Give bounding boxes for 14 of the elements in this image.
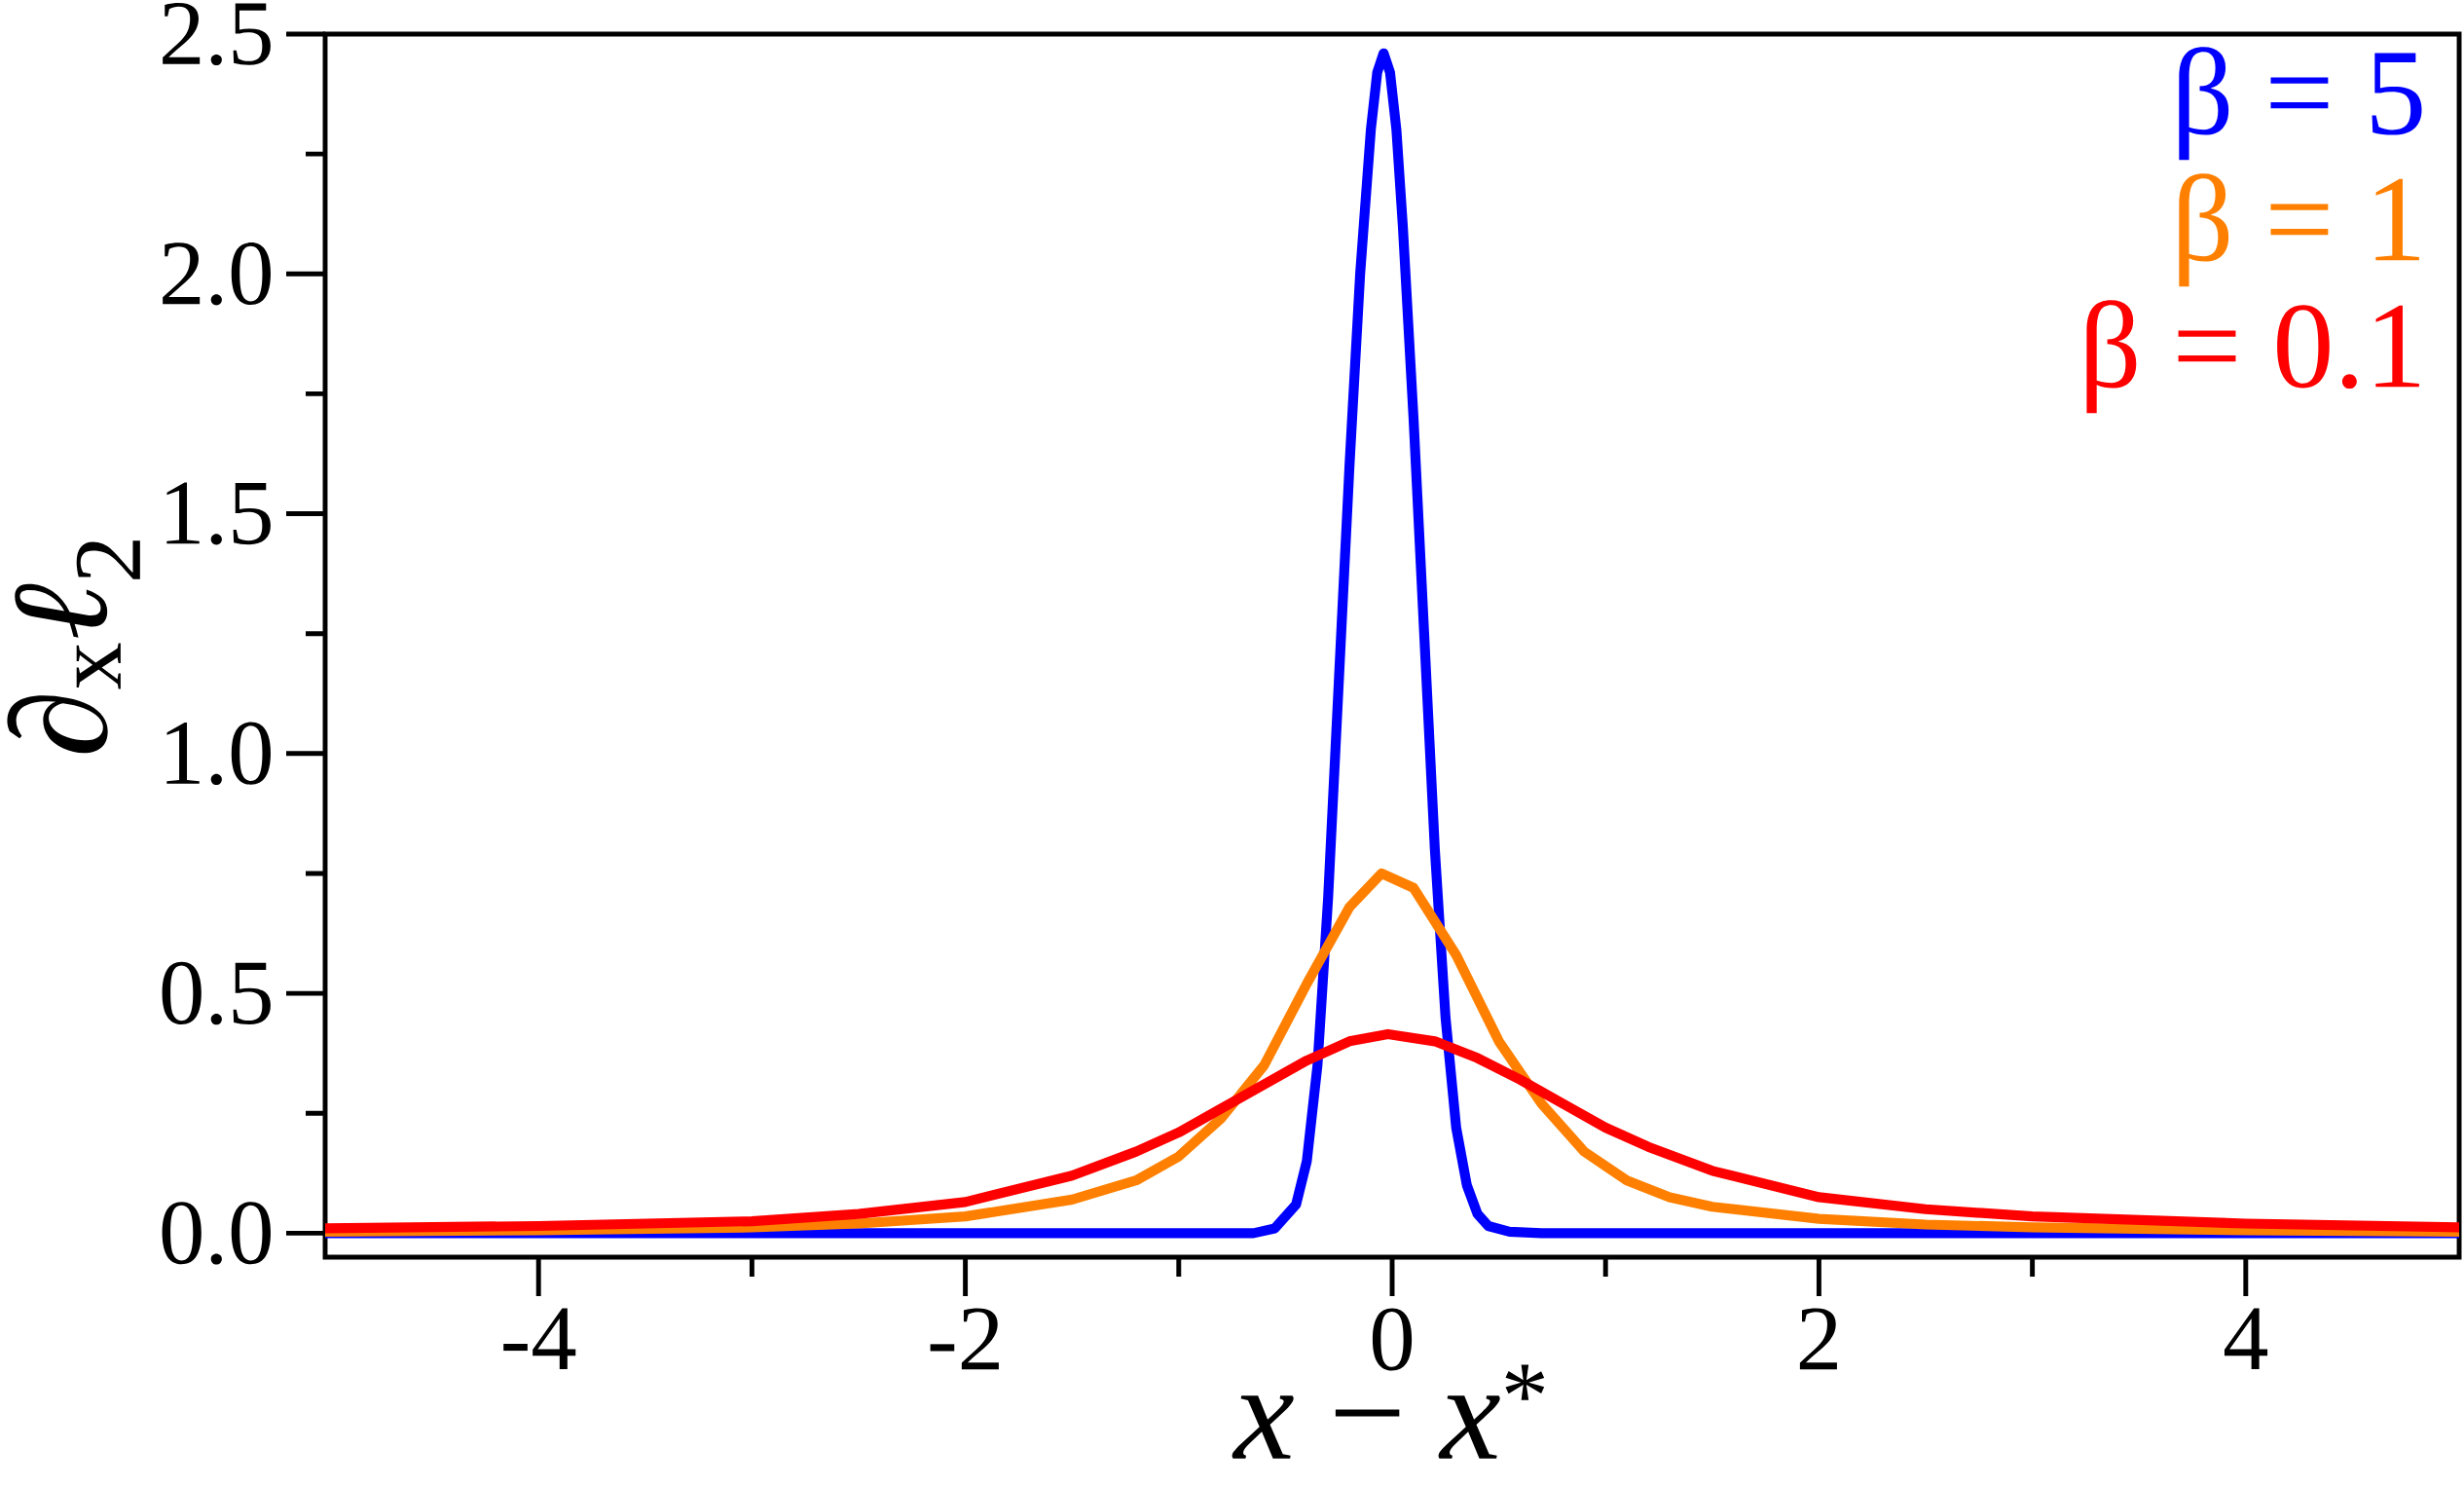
y-tick-label: 0.0 xyxy=(162,1202,271,1265)
x-tick-label: -4 xyxy=(503,1308,576,1369)
text: β = 5 xyxy=(2179,47,2422,161)
y-tick-label: 2.0 xyxy=(163,242,271,306)
y-tick-label: 2.5 xyxy=(163,2,271,66)
y-tick-label: 0.5 xyxy=(162,961,271,1025)
x-tick-label: 2 xyxy=(1799,1308,1837,1370)
text: β = 1 xyxy=(2179,173,2419,287)
x-tick-label: -2 xyxy=(930,1308,999,1370)
text: β = 0.1 xyxy=(2086,300,2419,414)
y-axis-title: ∂$_{x}$ℓ$_{2}$ xyxy=(7,540,140,754)
y-tick-label: 1.5 xyxy=(166,482,271,545)
y-tick-label: 1.0 xyxy=(166,722,271,786)
x-tick-label: 4 xyxy=(2224,1308,2268,1369)
